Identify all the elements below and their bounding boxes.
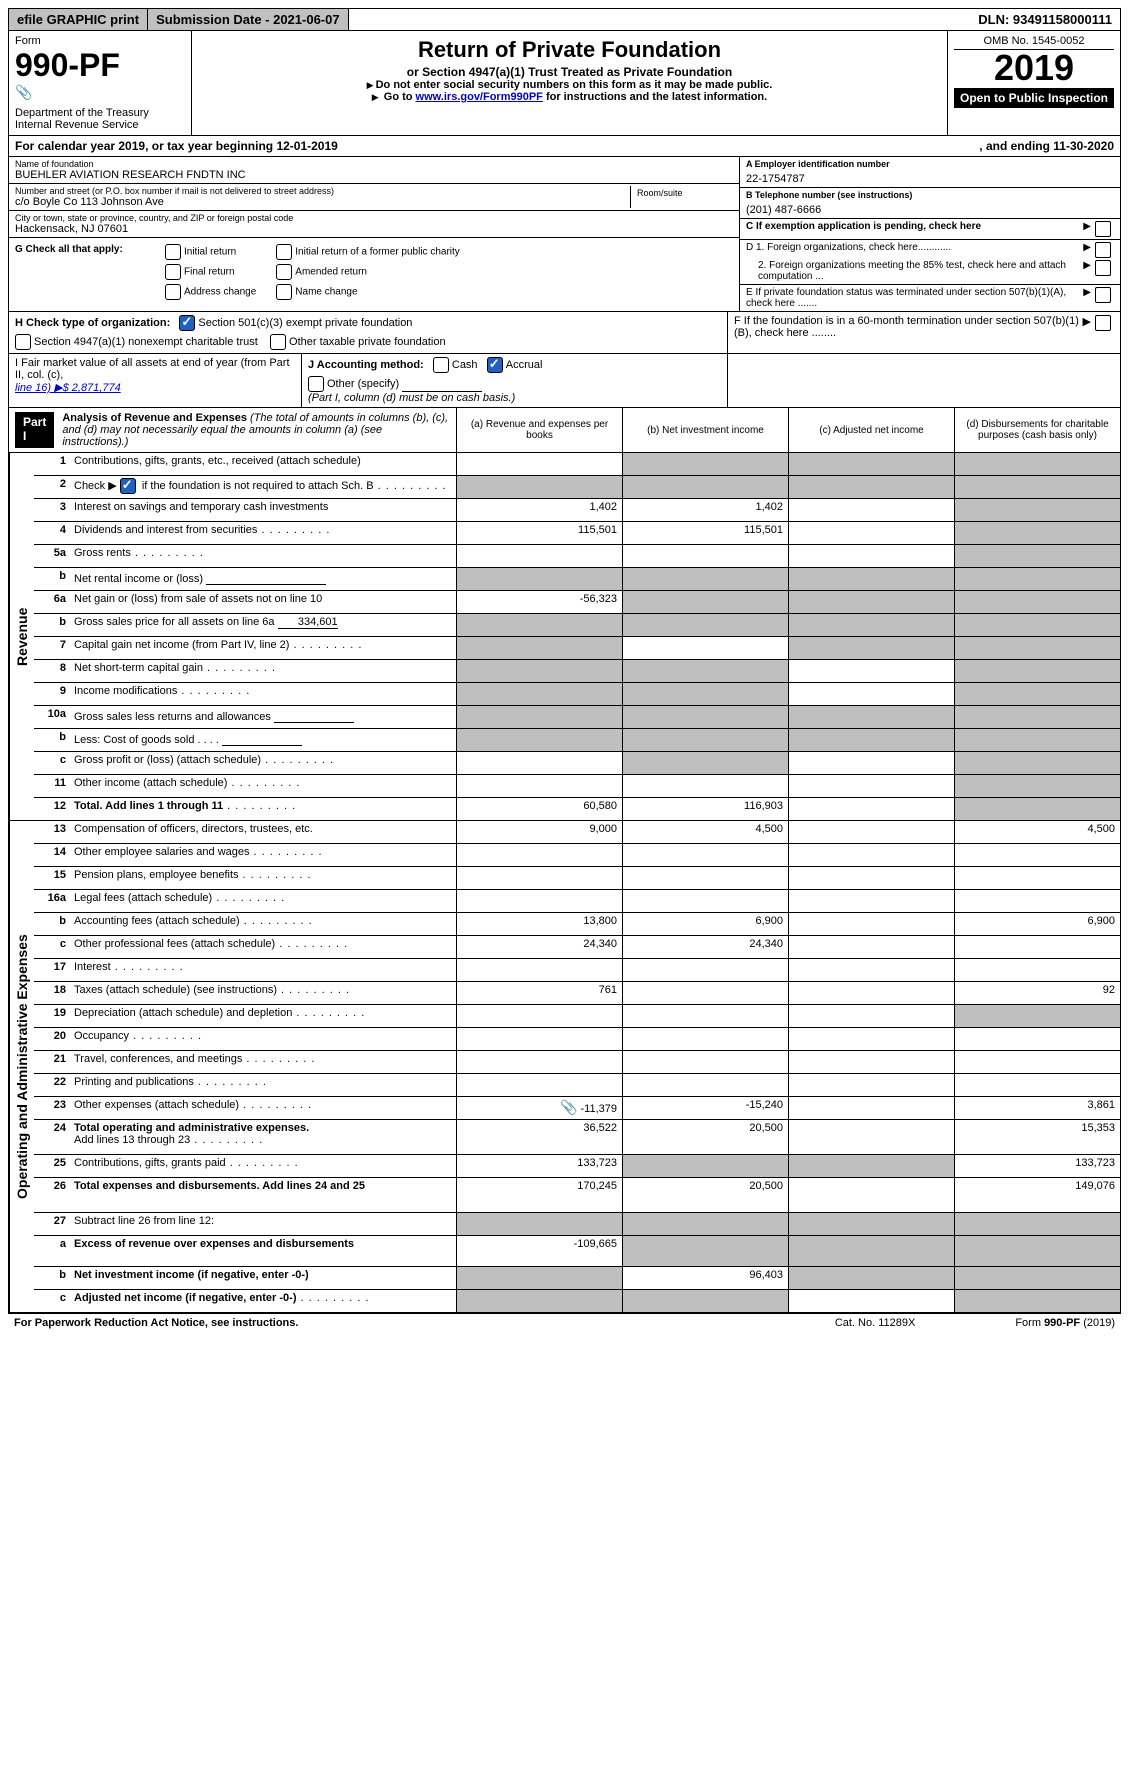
name-change-checkbox[interactable] bbox=[276, 284, 292, 300]
instr-ssn: Do not enter social security numbers on … bbox=[198, 79, 941, 91]
501c3-checkbox[interactable] bbox=[179, 315, 195, 331]
j-note: (Part I, column (d) must be on cash basi… bbox=[308, 392, 721, 404]
attachment-icon[interactable]: 📎 bbox=[560, 1099, 577, 1115]
form-title: Return of Private Foundation bbox=[198, 37, 941, 63]
foundation-name-label: Name of foundation bbox=[15, 159, 733, 169]
part1-header-row: Part I Analysis of Revenue and Expenses … bbox=[8, 408, 1121, 453]
accrual-checkbox[interactable] bbox=[487, 357, 503, 373]
ein-value: 22-1754787 bbox=[746, 169, 1114, 185]
other-method-checkbox[interactable] bbox=[308, 376, 324, 392]
dept-label: Department of the Treasury bbox=[15, 107, 185, 119]
form-footer-label: Form 990-PF (2019) bbox=[1015, 1317, 1115, 1329]
col-b-header: (b) Net investment income bbox=[622, 408, 788, 452]
catalog-number: Cat. No. 11289X bbox=[835, 1317, 916, 1329]
revenue-side-label: Revenue bbox=[9, 453, 34, 820]
g-label: G Check all that apply: bbox=[15, 244, 123, 255]
expenses-side-label: Operating and Administrative Expenses bbox=[9, 821, 34, 1312]
cash-checkbox[interactable] bbox=[433, 357, 449, 373]
calendar-year-row: For calendar year 2019, or tax year begi… bbox=[8, 136, 1121, 157]
top-bar: efile GRAPHIC print Submission Date - 20… bbox=[8, 8, 1121, 31]
ij-row: I Fair market value of all assets at end… bbox=[8, 354, 1121, 408]
h-row: H Check type of organization: Section 50… bbox=[8, 312, 1121, 354]
address-label: Number and street (or P.O. box number if… bbox=[15, 186, 630, 196]
room-label: Room/suite bbox=[637, 188, 727, 198]
final-return-checkbox[interactable] bbox=[165, 264, 181, 280]
fmv-value: line 16) ▶$ 2,871,774 bbox=[15, 381, 295, 394]
irs-link[interactable]: www.irs.gov/Form990PF bbox=[416, 91, 543, 103]
revenue-table: Revenue 1Contributions, gifts, grants, e… bbox=[8, 453, 1121, 821]
dln-label: DLN: 93491158000111 bbox=[970, 9, 1120, 30]
efile-button[interactable]: efile GRAPHIC print bbox=[9, 9, 148, 30]
col-c-header: (c) Adjusted net income bbox=[788, 408, 954, 452]
initial-return-checkbox[interactable] bbox=[165, 244, 181, 260]
d1-label: D 1. Foreign organizations, check here..… bbox=[746, 242, 1083, 258]
f-label: F If the foundation is in a 60-month ter… bbox=[734, 315, 1083, 350]
status-terminated-checkbox[interactable] bbox=[1095, 287, 1111, 303]
submission-date-button[interactable]: Submission Date - 2021-06-07 bbox=[148, 9, 349, 30]
i-label: I Fair market value of all assets at end… bbox=[15, 357, 295, 381]
d2-label: 2. Foreign organizations meeting the 85%… bbox=[746, 260, 1083, 282]
c-label: C If exemption application is pending, c… bbox=[746, 221, 981, 232]
entity-info-grid: Name of foundation BUEHLER AVIATION RESE… bbox=[8, 157, 1121, 312]
form-header: Form 990-PF 📎 Department of the Treasury… bbox=[8, 31, 1121, 136]
expenses-table: Operating and Administrative Expenses 13… bbox=[8, 821, 1121, 1313]
city-label: City or town, state or province, country… bbox=[15, 213, 733, 223]
part1-title: Analysis of Revenue and Expenses bbox=[62, 412, 247, 424]
form-label: Form bbox=[15, 35, 185, 47]
exemption-pending-checkbox[interactable] bbox=[1095, 221, 1111, 237]
col-d-header: (d) Disbursements for charitable purpose… bbox=[954, 408, 1120, 452]
tax-year: 2019 bbox=[954, 50, 1114, 86]
form-subtitle: or Section 4947(a)(1) Trust Treated as P… bbox=[198, 65, 941, 79]
part1-badge: Part I bbox=[15, 412, 54, 448]
foundation-name: BUEHLER AVIATION RESEARCH FNDTN INC bbox=[15, 169, 733, 181]
foreign-85-checkbox[interactable] bbox=[1095, 260, 1111, 276]
instr-link-row: Go to www.irs.gov/Form990PF for instruct… bbox=[198, 91, 941, 103]
e-label: E If private foundation status was termi… bbox=[746, 287, 1083, 309]
60mo-termination-checkbox[interactable] bbox=[1095, 315, 1111, 331]
initial-former-checkbox[interactable] bbox=[276, 244, 292, 260]
phone-value: (201) 487-6666 bbox=[746, 200, 1114, 216]
open-public-badge: Open to Public Inspection bbox=[954, 88, 1114, 108]
other-taxable-checkbox[interactable] bbox=[270, 334, 286, 350]
address-value: c/o Boyle Co 113 Johnson Ave bbox=[15, 196, 630, 208]
page-footer: For Paperwork Reduction Act Notice, see … bbox=[8, 1313, 1121, 1332]
city-value: Hackensack, NJ 07601 bbox=[15, 223, 733, 235]
address-change-checkbox[interactable] bbox=[165, 284, 181, 300]
attachment-icon[interactable]: 📎 bbox=[15, 84, 32, 100]
phone-label: B Telephone number (see instructions) bbox=[746, 190, 912, 200]
4947-trust-checkbox[interactable] bbox=[15, 334, 31, 350]
sch-b-checkbox[interactable] bbox=[120, 478, 136, 494]
ein-label: A Employer identification number bbox=[746, 159, 890, 169]
paperwork-notice: For Paperwork Reduction Act Notice, see … bbox=[14, 1317, 298, 1329]
col-a-header: (a) Revenue and expenses per books bbox=[456, 408, 622, 452]
irs-label: Internal Revenue Service bbox=[15, 119, 185, 131]
amended-return-checkbox[interactable] bbox=[276, 264, 292, 280]
form-number: 990-PF bbox=[15, 47, 185, 84]
foreign-org-checkbox[interactable] bbox=[1095, 242, 1111, 258]
